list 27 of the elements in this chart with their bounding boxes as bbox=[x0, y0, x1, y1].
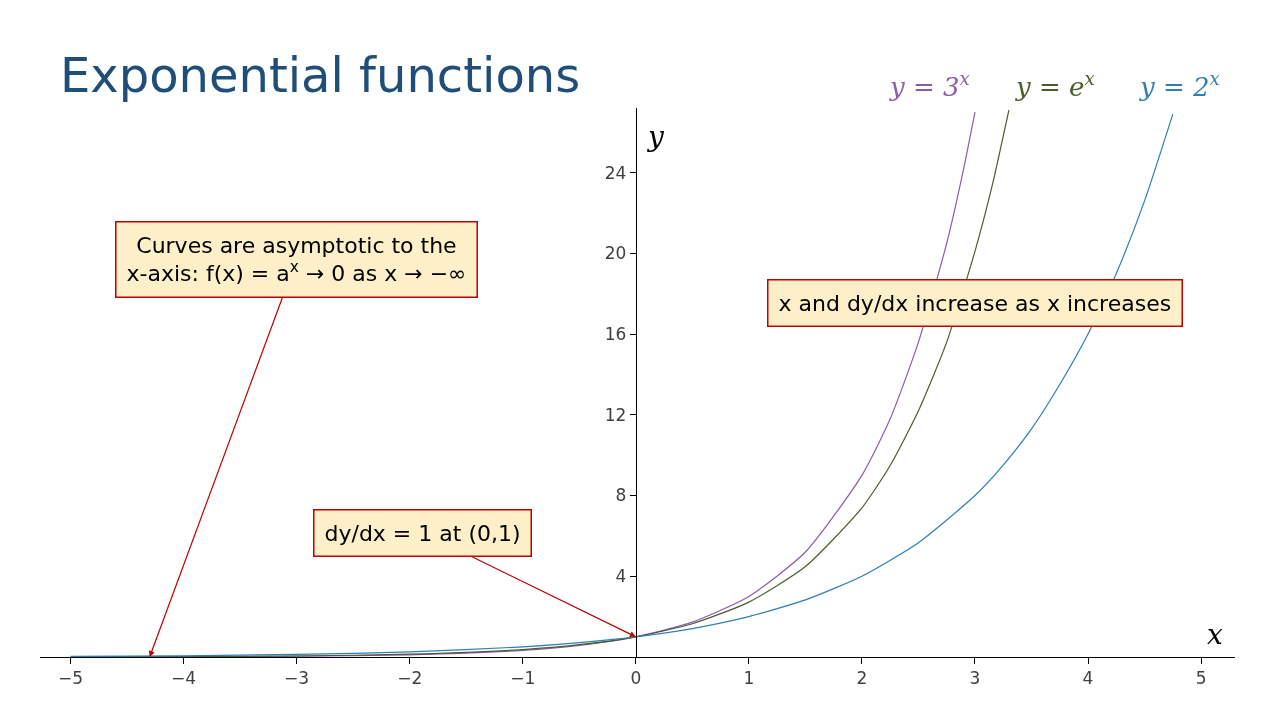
x-tick-label: 2 bbox=[856, 668, 868, 689]
x-tick-label: −3 bbox=[284, 668, 310, 689]
x-axis-title: x bbox=[1207, 618, 1223, 651]
annotation: Curves are asymptotic to the x-axis: f(x) = a$^{x}$ → 0 as x → −∞ bbox=[126, 232, 467, 287]
x-tick-label: −1 bbox=[510, 668, 536, 689]
x-tick-label: 4 bbox=[1082, 668, 1094, 689]
series-label: y = 2$^{x}$ bbox=[1139, 68, 1220, 102]
series-label: y = e$^{x}$ bbox=[1015, 68, 1095, 102]
y-tick-label: 20 bbox=[604, 243, 627, 264]
annotation: x and dy/dx increase as x increases bbox=[778, 290, 1172, 316]
y-tick-label: 24 bbox=[604, 162, 627, 183]
x-tick-label: 5 bbox=[1195, 668, 1207, 689]
x-tick-label: 3 bbox=[969, 668, 981, 689]
x-tick-label: −4 bbox=[171, 668, 197, 689]
y-tick-label: 8 bbox=[615, 485, 627, 506]
series-label: y = 3$^{x}$ bbox=[889, 68, 970, 102]
line-series bbox=[69, 113, 1174, 657]
x-tick-label: −5 bbox=[58, 668, 84, 689]
x-tick-label: 0 bbox=[630, 668, 642, 689]
y-tick-label: 12 bbox=[604, 404, 627, 425]
y-axis-title: y bbox=[646, 120, 665, 153]
x-tick-label: 1 bbox=[743, 668, 755, 689]
x-tick-label: −2 bbox=[397, 668, 423, 689]
y-tick-label: 4 bbox=[615, 566, 627, 587]
chart-title: Exponential functions bbox=[60, 46, 581, 103]
y-tick-label: 16 bbox=[604, 324, 627, 345]
annotation: dy/dx = 1 at (0,1) bbox=[324, 520, 521, 546]
